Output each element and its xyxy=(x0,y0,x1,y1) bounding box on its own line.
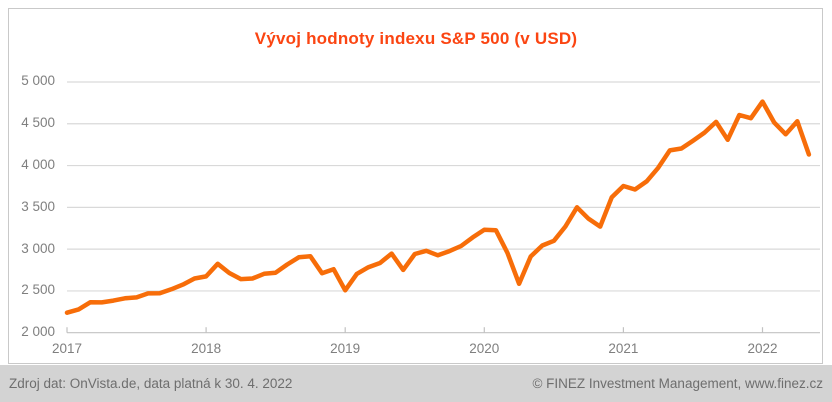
footer-bar: Zdroj dat: OnVista.de, data platná k 30.… xyxy=(0,365,832,402)
y-axis-label: 4 000 xyxy=(21,157,55,173)
y-axis-label: 2 000 xyxy=(21,324,55,340)
y-axis-label: 4 500 xyxy=(21,115,55,131)
y-axis-label: 2 500 xyxy=(21,282,55,298)
chart-border-box xyxy=(8,8,823,364)
x-axis-label: 2017 xyxy=(51,341,83,356)
y-axis-label: 5 000 xyxy=(21,73,55,89)
chart-title: Vývoj hodnoty indexu S&P 500 (v USD) xyxy=(254,29,578,48)
x-axis-label: 2018 xyxy=(191,341,222,356)
y-axis-label: 3 500 xyxy=(21,198,55,214)
copyright-note: © FINEZ Investment Management, www.finez… xyxy=(532,376,823,391)
x-axis-label: 2021 xyxy=(608,341,639,356)
x-axis-label: 2019 xyxy=(330,341,361,356)
x-axis-label: 2020 xyxy=(469,341,500,356)
x-axis-label: 2022 xyxy=(747,341,778,356)
source-note: Zdroj dat: OnVista.de, data platná k 30.… xyxy=(9,376,293,391)
y-axis-label: 3 000 xyxy=(21,240,55,256)
sp500-series-line xyxy=(64,99,812,315)
